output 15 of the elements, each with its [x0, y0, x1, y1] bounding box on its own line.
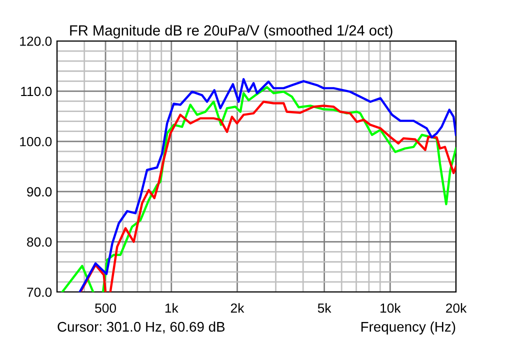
- y-tick-label: 100.0: [20, 136, 52, 146]
- y-tick-label: 120.0: [20, 36, 52, 46]
- x-tick-label: 1k: [165, 303, 178, 313]
- y-tick-label: 70.0: [27, 288, 52, 297]
- chart-title: FR Magnitude dB re 20uPa/V (smoothed 1/24 oct): [70, 24, 392, 38]
- x-tick-label: 500: [95, 303, 116, 313]
- x-tick-label: 20k: [446, 303, 467, 313]
- x-axis-title: Frequency (Hz): [361, 322, 456, 334]
- x-tick-label: 10k: [380, 303, 401, 313]
- y-tick-label: 110.0: [21, 86, 52, 96]
- x-tick-label: 2k: [230, 303, 244, 313]
- x-tick-label: 5k: [318, 303, 332, 313]
- y-tick-label: 80.0: [27, 237, 52, 247]
- y-tick-label: 90.0: [27, 187, 52, 197]
- text: Cursor: 301.0 Hz, 60.69 dB: [58, 322, 225, 334]
